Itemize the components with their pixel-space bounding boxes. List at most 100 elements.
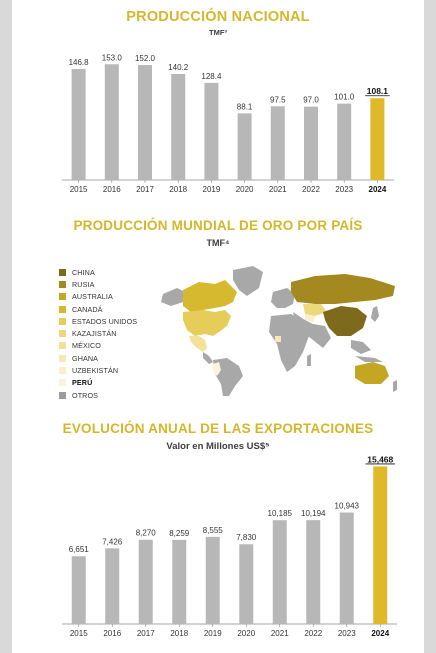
china-shape bbox=[323, 306, 367, 336]
chart2-data-label: 8,555 bbox=[203, 526, 224, 535]
chart2-tick-label: 2016 bbox=[103, 629, 121, 638]
chart2-data-label: 7,830 bbox=[236, 533, 257, 542]
chart1-bar bbox=[104, 64, 119, 180]
legend-swatch bbox=[59, 391, 66, 399]
legend-swatch bbox=[59, 342, 66, 350]
legend-label: MÉXICO bbox=[72, 341, 101, 351]
legend-label: ESTADOS UNIDOS bbox=[72, 316, 138, 326]
chart1-bar bbox=[337, 103, 352, 180]
chart1-data-label: 88.1 bbox=[237, 102, 253, 111]
chart1-tick-label: 2023 bbox=[335, 185, 353, 194]
chart1-tick-label: 2016 bbox=[103, 185, 121, 194]
chart1-bar bbox=[370, 98, 385, 180]
legend-item: CANADÁ bbox=[59, 303, 189, 315]
europe-shape bbox=[271, 288, 295, 308]
legend-label: RUSIA bbox=[72, 279, 95, 289]
chart1-tick-label: 2019 bbox=[203, 185, 221, 194]
chart1-bar bbox=[138, 65, 152, 180]
chart2-tick-label: 2024 bbox=[371, 629, 389, 638]
south-america-shape bbox=[213, 358, 243, 396]
chart1-tick-label: 2020 bbox=[236, 185, 254, 194]
chart2-tick-label: 2015 bbox=[70, 629, 88, 638]
central-america-shape bbox=[203, 352, 213, 364]
chart2-data-label: 8,259 bbox=[169, 529, 190, 538]
chart2-tick-label: 2022 bbox=[304, 629, 322, 638]
alaska-shape bbox=[161, 288, 185, 306]
southeast-asia-shape bbox=[351, 340, 371, 354]
legend-swatch bbox=[59, 330, 66, 338]
chart1-bar bbox=[270, 106, 285, 180]
africa-shape bbox=[269, 314, 309, 372]
chart1-data-label: 146.8 bbox=[69, 58, 90, 67]
chart2-data-label: 10,943 bbox=[335, 502, 360, 511]
legend-swatch bbox=[59, 367, 66, 375]
legend-swatch bbox=[59, 379, 66, 387]
chart2-bar bbox=[105, 548, 120, 624]
japan-shape bbox=[371, 306, 379, 322]
legend-swatch bbox=[59, 317, 66, 325]
chart1-tick-label: 2018 bbox=[169, 185, 187, 194]
legend-swatch bbox=[59, 280, 66, 288]
legend-label: KAZAJISTÁN bbox=[72, 329, 117, 339]
chart2-subtitle: Valor en Millones US$⁵ bbox=[166, 441, 270, 452]
chart1-bar bbox=[237, 113, 252, 180]
chart1-tick-label: 2017 bbox=[136, 185, 154, 194]
chart1-tick-label: 2015 bbox=[70, 185, 88, 194]
chart2-bar bbox=[239, 544, 254, 624]
madagascar-shape bbox=[307, 354, 311, 366]
chart2-tick-label: 2020 bbox=[237, 629, 255, 638]
chart2-bar bbox=[373, 466, 388, 624]
chart2-bar bbox=[306, 520, 321, 624]
chart2-title: EVOLUCIÓN ANUAL DE LAS EXPORTACIONES bbox=[62, 421, 374, 436]
chart1-data-label: 153.0 bbox=[102, 53, 123, 62]
chart2-bar bbox=[172, 539, 187, 624]
legend-item: ESTADOS UNIDOS bbox=[59, 315, 189, 327]
chart2-bar bbox=[205, 536, 220, 624]
australia-shape bbox=[355, 362, 389, 384]
legend-swatch bbox=[59, 293, 66, 301]
chart2-tick-label: 2018 bbox=[170, 629, 188, 638]
chart1-tick-label: 2022 bbox=[302, 185, 320, 194]
world-map bbox=[161, 266, 397, 396]
legend-label: CANADÁ bbox=[72, 304, 103, 314]
new-zealand-shape bbox=[393, 380, 397, 392]
chart1-tick-label: 2021 bbox=[269, 185, 287, 194]
chart1-data-label: 152.0 bbox=[135, 54, 156, 63]
kazakhstan-shape bbox=[303, 304, 327, 316]
chart1-data-label: 128.4 bbox=[201, 72, 222, 81]
chart2-data-label: 6,651 bbox=[69, 545, 90, 554]
uzbekistan-shape bbox=[305, 314, 315, 322]
legend-swatch bbox=[59, 305, 66, 313]
chart1-bar bbox=[171, 73, 186, 180]
chart2-data-label: 8,270 bbox=[136, 529, 157, 538]
map-title: PRODUCCIÓN MUNDIAL DE ORO POR PAÍS bbox=[73, 218, 363, 233]
legend-swatch bbox=[59, 268, 66, 276]
russia-shape bbox=[291, 274, 395, 304]
legend-item: MÉXICO bbox=[59, 340, 189, 352]
peru-shape bbox=[213, 362, 221, 376]
usa-shape bbox=[183, 310, 231, 336]
chart2-tick-label: 2017 bbox=[137, 629, 155, 638]
legend-item: UZBEKISTÁN bbox=[59, 364, 189, 376]
chart1-bar bbox=[71, 68, 86, 180]
legend-label: UZBEKISTÁN bbox=[72, 366, 119, 376]
chart1-data-label: 97.0 bbox=[303, 96, 319, 105]
chart2-data-label: 10,185 bbox=[268, 509, 293, 518]
chart1-title: PRODUCCIÓN NACIONAL bbox=[126, 9, 310, 25]
map-subtitle: TMF⁴ bbox=[206, 238, 230, 248]
map-legend: CHINA RUSIA AUSTRALIA CANADÁ ESTADOS UNIDOS K… bbox=[59, 266, 189, 401]
legend-item: CHINA bbox=[59, 266, 189, 278]
legend-label: GHANA bbox=[72, 353, 99, 363]
chart2-bar bbox=[71, 556, 86, 624]
legend-swatch bbox=[59, 354, 66, 362]
chart1-data-label: 101.0 bbox=[334, 93, 355, 102]
chart2-bar bbox=[272, 520, 287, 624]
mexico-shape bbox=[189, 336, 207, 352]
indonesia-shape bbox=[355, 356, 383, 362]
chart1-svg: 146.8 2015 153.0 2016 152.0 2017 140.2 2018 128.… bbox=[62, 53, 394, 194]
legend-label: PERÚ bbox=[72, 378, 93, 388]
chart2-tick-label: 2023 bbox=[338, 629, 356, 638]
legend-item: GHANA bbox=[59, 352, 189, 364]
chart2-bar bbox=[138, 539, 153, 624]
